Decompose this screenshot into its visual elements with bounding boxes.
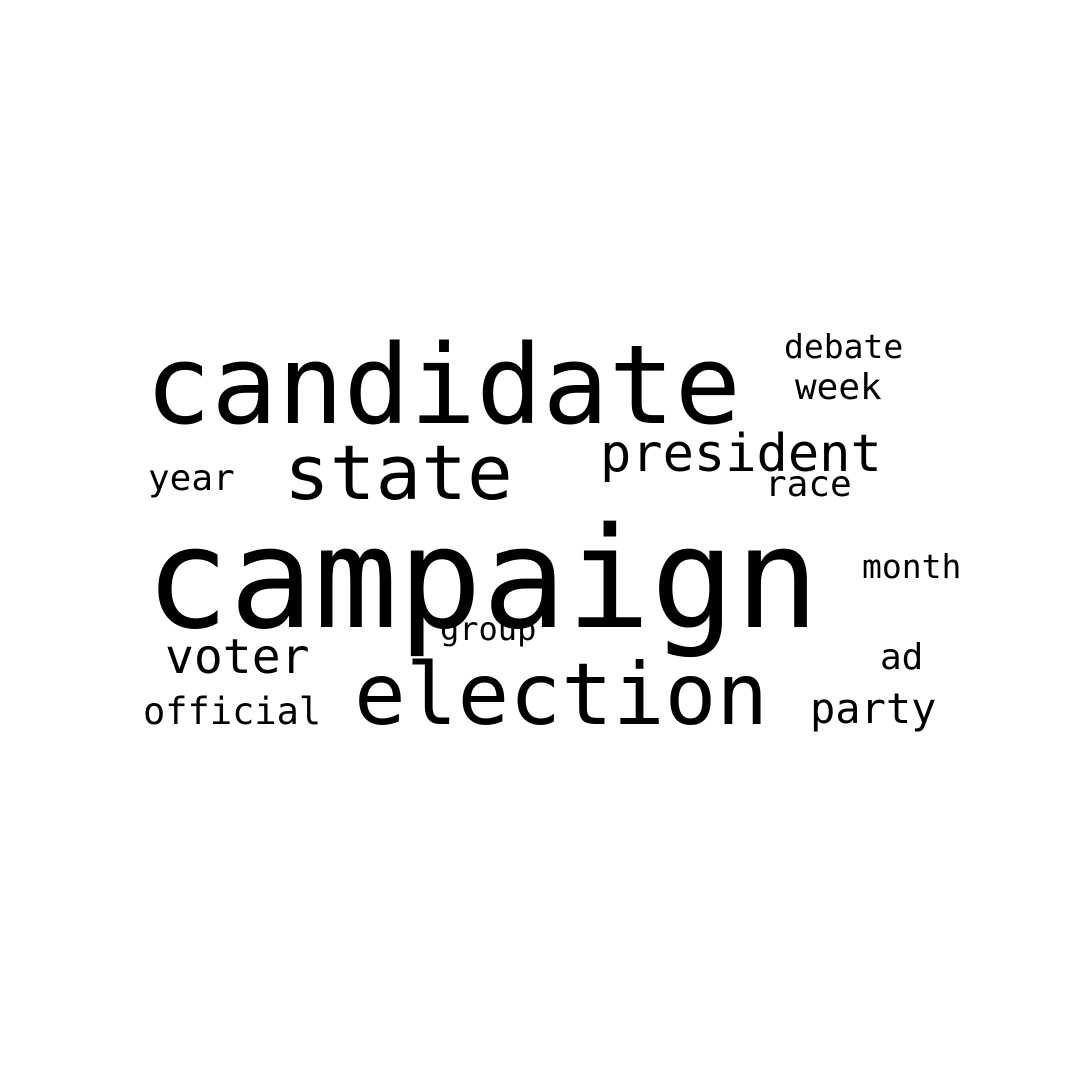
word-ad: ad <box>880 637 924 678</box>
word-candidate: candidate <box>145 321 742 449</box>
word-race: race <box>765 464 852 505</box>
word-president: president <box>600 424 882 484</box>
word-election: election <box>354 645 769 745</box>
word-party: party <box>810 684 937 733</box>
word-voter: voter <box>165 629 310 685</box>
word-official: official <box>143 690 322 733</box>
word-state: state <box>284 428 513 517</box>
word-group: group <box>440 610 537 648</box>
word-year: year <box>148 458 235 499</box>
word-month: month <box>862 547 962 586</box>
word-debate: debate <box>784 327 904 366</box>
word-campaign: campaign <box>145 498 820 661</box>
word-week: week <box>795 367 882 408</box>
